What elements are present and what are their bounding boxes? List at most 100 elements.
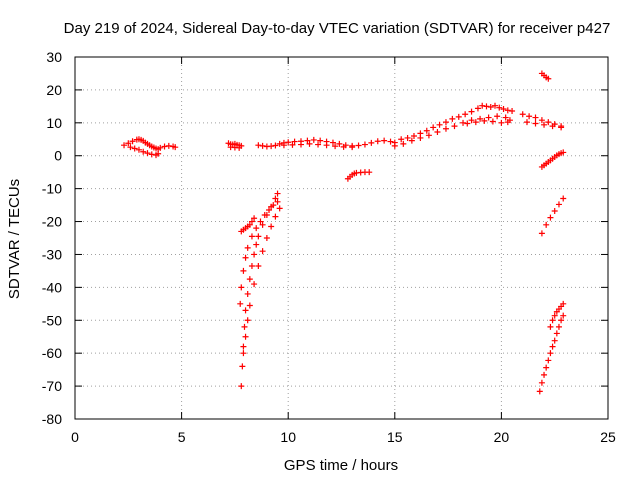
data-point <box>442 119 449 126</box>
data-point <box>496 104 503 111</box>
data-point <box>291 138 298 145</box>
data-point <box>423 127 430 134</box>
data-point <box>381 137 388 144</box>
data-point <box>536 388 543 395</box>
data-point <box>487 104 494 111</box>
data-point <box>244 244 251 251</box>
data-point <box>135 146 142 153</box>
data-point <box>551 208 558 215</box>
data-point <box>543 364 550 371</box>
data-point <box>270 202 277 209</box>
data-point <box>274 198 281 205</box>
data-point <box>238 383 245 390</box>
data-point <box>289 141 296 148</box>
data-point <box>504 107 511 114</box>
series-1 <box>225 140 245 151</box>
axis-ticks <box>74 56 609 420</box>
data-point <box>455 113 462 120</box>
data-point <box>236 144 243 151</box>
data-point <box>366 169 373 176</box>
data-point <box>541 371 548 378</box>
y-tick-label: -70 <box>42 378 62 394</box>
data-point <box>161 143 168 150</box>
data-point <box>481 117 488 124</box>
data-point <box>368 139 375 146</box>
data-point <box>408 137 415 144</box>
data-point <box>500 105 507 112</box>
data-point <box>155 150 162 157</box>
data-point <box>121 142 128 149</box>
data-point <box>560 195 567 202</box>
y-tick-label: -30 <box>42 246 62 262</box>
data-point <box>504 119 511 126</box>
data-point <box>251 281 258 288</box>
chart-title: Day 219 of 2024, Sidereal Day-to-day VTE… <box>64 20 611 37</box>
data-point <box>165 142 172 149</box>
data-point <box>436 121 443 128</box>
data-point <box>449 115 456 122</box>
data-point <box>248 233 255 240</box>
data-point <box>259 221 266 228</box>
data-point <box>425 132 432 139</box>
data-point <box>144 150 151 157</box>
y-tick-label: -20 <box>42 214 62 230</box>
data-point <box>549 317 556 324</box>
data-point <box>244 290 251 297</box>
data-point <box>547 350 554 357</box>
data-point <box>543 221 550 228</box>
data-point <box>479 102 486 109</box>
series-11 <box>238 190 281 390</box>
data-point <box>263 235 270 241</box>
data-point <box>492 102 499 109</box>
data-point <box>255 262 262 269</box>
data-point <box>560 149 567 156</box>
data-point <box>306 140 313 147</box>
data-point <box>238 284 245 291</box>
y-tick-label: 30 <box>46 49 62 65</box>
data-point <box>464 120 471 127</box>
series-12 <box>237 198 281 307</box>
data-point <box>498 119 505 126</box>
data-point <box>485 114 492 121</box>
data-point <box>336 140 343 147</box>
data-point <box>541 121 548 128</box>
x-axis-label: GPS time / hours <box>284 457 398 474</box>
y-tick-label: -10 <box>42 181 62 197</box>
data-point <box>246 276 253 283</box>
data-point <box>255 142 262 149</box>
y-axis-tick-labels: 30 20 10 0 -10 -20 -30 -40 -50 -60 -70 -80 <box>42 49 62 427</box>
data-point <box>140 148 147 155</box>
data-point <box>442 125 449 132</box>
data-point <box>462 111 469 118</box>
data-point <box>240 350 247 357</box>
data-point <box>547 214 554 221</box>
y-tick-label: -40 <box>42 279 62 295</box>
data-point <box>246 221 253 228</box>
data-points <box>121 70 567 395</box>
data-point <box>304 137 311 144</box>
data-point <box>242 333 249 340</box>
x-tick-label: 25 <box>600 429 616 445</box>
data-point <box>502 114 509 121</box>
data-point <box>340 143 347 150</box>
data-point <box>332 143 339 150</box>
data-point <box>259 142 266 149</box>
data-point <box>274 190 281 197</box>
data-point <box>391 142 398 149</box>
data-point <box>483 103 490 110</box>
y-tick-label: 20 <box>46 82 62 98</box>
data-point <box>547 323 554 330</box>
plot-frame <box>74 56 609 420</box>
data-point <box>551 312 558 319</box>
data-point <box>248 262 255 269</box>
data-point <box>538 117 545 124</box>
data-point <box>532 120 539 127</box>
data-point <box>329 139 336 146</box>
data-point <box>242 307 249 314</box>
grid <box>75 57 608 419</box>
data-point <box>538 379 545 386</box>
data-point <box>545 75 552 82</box>
data-point <box>551 337 558 344</box>
data-point <box>276 205 283 212</box>
data-point <box>468 117 475 124</box>
